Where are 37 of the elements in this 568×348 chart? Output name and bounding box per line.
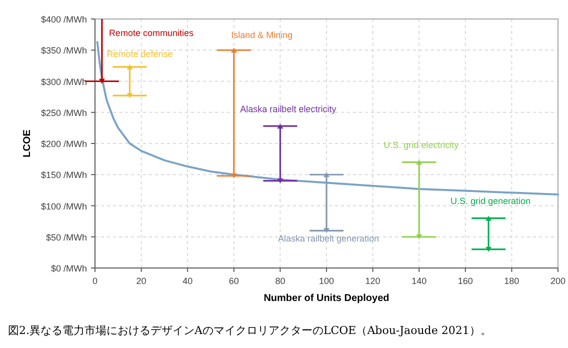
- x-tick-label: 100: [318, 276, 334, 286]
- x-tick-label: 80: [275, 276, 286, 286]
- point: [126, 93, 133, 98]
- x-tick-label: 180: [504, 276, 520, 286]
- y-tick-label: $400 /MWh: [40, 14, 87, 24]
- x-tick-label: 20: [136, 276, 146, 286]
- y-tick-label: $200 /MWh: [40, 139, 87, 149]
- text: Remote communities: [108, 28, 194, 38]
- point: [324, 228, 330, 234]
- x-tick-label: 160: [458, 276, 473, 286]
- y-axis-title: LCOE: [22, 129, 33, 158]
- x-axis-title: Number of Units Deployed: [264, 293, 390, 304]
- y-tick-label: $100 /MWh: [40, 201, 87, 212]
- point: [486, 246, 492, 252]
- series-label: U.S. grid generation: [450, 196, 531, 206]
- x-tick-label: 60: [228, 276, 239, 286]
- series-label: Alaska railbelt generation: [278, 234, 380, 244]
- x-tick-label: 40: [182, 276, 193, 286]
- y-tick-label: $0 /MWh: [50, 264, 87, 274]
- series-label: Alaska railbelt electricity: [240, 104, 337, 114]
- series-label: Island & Mining: [231, 30, 293, 40]
- x-tick-label: 120: [365, 276, 380, 286]
- series-label: U.S. grid electricity: [384, 140, 460, 150]
- y-tick-label: $350 /MWh: [40, 46, 87, 56]
- series-label: Remote defense: [106, 48, 173, 59]
- y-tick-label: $50 /MWh: [46, 232, 87, 242]
- y-tick-label: $250 /MWh: [40, 108, 87, 118]
- caption: 図2.異なる電力市場におけるデザインAのマイクロリアクターのLCOE（Abou-Jaoude 2021）。: [8, 324, 492, 337]
- x-tick-label: 140: [412, 276, 427, 286]
- point: [416, 234, 422, 240]
- point: [277, 178, 284, 184]
- x-tick-label: 0: [92, 276, 98, 286]
- y-tick-label: $300 /MWh: [40, 76, 87, 87]
- line-series: [96, 41, 559, 196]
- y-tick-label: $150 /MWh: [40, 170, 87, 180]
- point: [230, 173, 237, 178]
- x-tick-label: 200: [550, 276, 566, 286]
